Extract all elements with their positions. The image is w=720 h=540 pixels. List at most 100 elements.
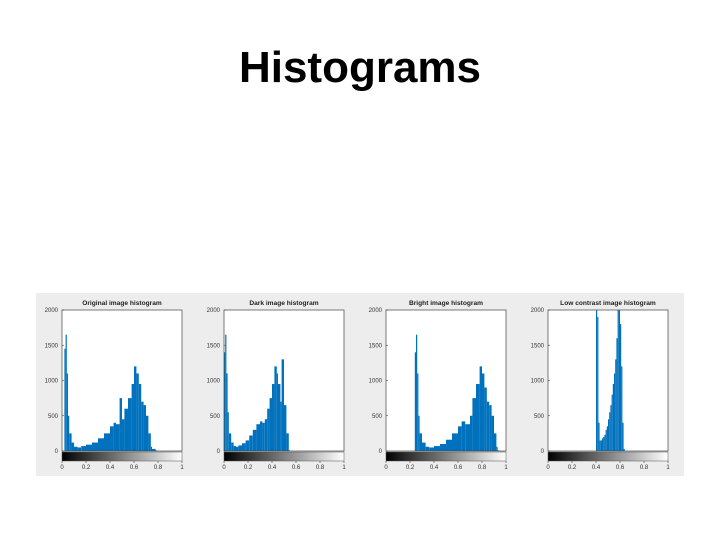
chart-title: Bright image histogram — [409, 300, 483, 307]
y-tick-label: 0 — [379, 449, 383, 455]
histogram-bar — [233, 446, 236, 451]
x-tick-label: 0.2 — [406, 465, 415, 471]
grayscale-colorbar — [61, 451, 183, 462]
histogram-bar — [286, 433, 289, 451]
histogram-bar — [609, 412, 611, 451]
x-tick-label: 0.8 — [154, 465, 163, 471]
histogram-bar — [605, 429, 607, 451]
x-tick-label: 0.8 — [316, 465, 325, 471]
x-tick-label: 1 — [504, 465, 508, 471]
histogram-bar — [152, 448, 156, 451]
y-tick-label: 2000 — [369, 308, 383, 314]
histogram-bar — [494, 433, 497, 451]
histogram-bar — [104, 433, 110, 451]
histogram-bar — [416, 334, 418, 451]
y-tick-label: 500 — [534, 414, 545, 420]
histogram-bar — [274, 366, 277, 451]
histogram-bar — [262, 422, 265, 451]
histogram-bar — [472, 398, 476, 451]
histogram-bar — [615, 359, 617, 451]
histogram-bar — [491, 415, 494, 451]
x-tick-label: 0.6 — [616, 465, 625, 471]
x-tick-label: 0.6 — [454, 465, 463, 471]
histogram-bar — [497, 450, 499, 451]
y-tick-label: 2000 — [45, 308, 59, 314]
histogram-bar — [611, 394, 613, 451]
histogram-bar — [81, 446, 86, 451]
histogram-bar — [604, 434, 606, 451]
histogram-bar — [602, 438, 604, 451]
x-tick-label: 0.8 — [478, 465, 487, 471]
histogram-panel-low-contrast: Low contrast image histogram 0 500 1000 1500… — [522, 293, 684, 476]
histogram-bar — [288, 450, 290, 451]
histogram-bar — [276, 373, 278, 451]
chart-title: Original image histogram — [82, 300, 162, 307]
axes-frame — [223, 309, 345, 452]
histogram-bar — [143, 405, 146, 451]
x-tick-label: 0 — [546, 465, 550, 471]
histogram-bar — [623, 448, 625, 451]
histogram-bar — [69, 433, 72, 451]
x-tick-label: 0.2 — [568, 465, 577, 471]
histogram-bar — [484, 387, 487, 451]
histogram-bar — [260, 421, 263, 451]
histogram-bar — [86, 444, 92, 451]
histogram-bar — [225, 334, 227, 451]
histogram-bar — [249, 435, 253, 451]
x-tick-label: 0.4 — [592, 465, 601, 471]
histogram-bar — [267, 408, 270, 451]
histogram-bar — [440, 443, 446, 451]
y-tick-label: 1500 — [369, 343, 383, 349]
histogram-bar — [489, 405, 492, 451]
y-tick-label: 500 — [372, 414, 383, 420]
histogram-bar — [98, 438, 104, 451]
x-tick-label: 1 — [180, 465, 184, 471]
histogram-bar — [74, 446, 78, 451]
x-tick-label: 0.8 — [640, 465, 649, 471]
histogram-bar — [608, 419, 610, 451]
histogram-bar — [131, 384, 134, 451]
histogram-bar — [124, 408, 128, 451]
histogram-bar — [458, 426, 462, 451]
histogram-bar — [598, 422, 600, 451]
histogram-bar — [280, 401, 282, 451]
histogram-bar — [92, 442, 98, 451]
chart-title: Dark image histogram — [249, 300, 318, 307]
figure-strip: Original image histogram 0 500 1000 1500 2000… — [36, 293, 684, 476]
histogram-bar — [116, 424, 120, 451]
x-tick-label: 0 — [384, 465, 388, 471]
histogram-bar — [284, 405, 287, 451]
histogram-bar — [446, 439, 452, 451]
histogram-bar — [269, 398, 272, 451]
histogram-bar — [236, 446, 239, 451]
x-tick-label: 0.4 — [268, 465, 277, 471]
histogram-bar — [418, 415, 420, 451]
y-tick-label: 1500 — [531, 343, 545, 349]
histogram-bar — [128, 398, 132, 451]
histogram-bar — [461, 421, 466, 451]
histogram-bar — [618, 310, 620, 451]
histogram-chart-original: Original image histogram 0 500 1000 1500 2000… — [45, 300, 185, 471]
histogram-bar — [272, 384, 275, 451]
y-tick-label: 1000 — [45, 379, 59, 385]
histogram-bar — [278, 384, 281, 451]
histogram-bar — [465, 424, 470, 451]
histogram-bar — [252, 429, 257, 451]
axes-frame — [61, 309, 183, 452]
histogram-bar — [606, 426, 608, 451]
histogram-bar — [419, 433, 422, 451]
histogram-bar — [599, 440, 601, 451]
histogram-bar — [148, 433, 151, 451]
y-tick-label: 1500 — [45, 343, 59, 349]
histogram-bar — [452, 433, 458, 451]
histogram-bar — [150, 446, 152, 451]
histogram-bar — [486, 401, 490, 451]
y-tick-label: 1500 — [207, 343, 221, 349]
histogram-bar — [610, 405, 612, 451]
y-tick-label: 1000 — [531, 379, 545, 385]
histogram-bar — [141, 401, 144, 451]
histogram-bar — [603, 436, 605, 451]
histogram-bar — [66, 373, 68, 451]
x-tick-label: 0.6 — [130, 465, 139, 471]
histogram-chart-low-contrast: Low contrast image histogram 0 500 1000 1500… — [531, 300, 671, 471]
